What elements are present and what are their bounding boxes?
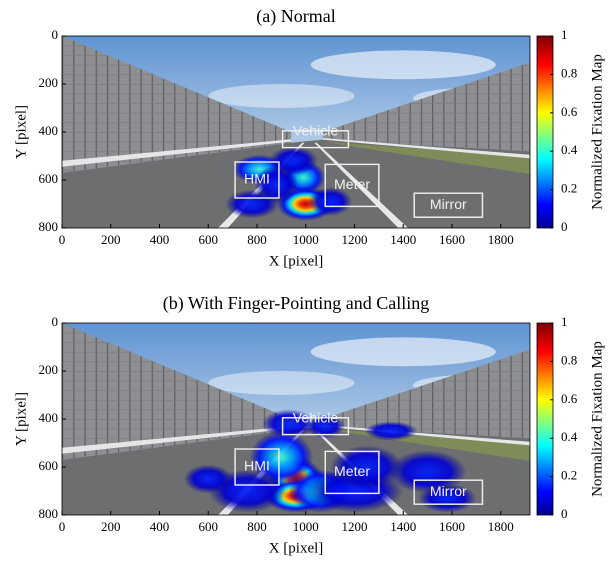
- x-tick-label: 1400: [390, 232, 416, 247]
- region-label: HMI: [244, 458, 270, 474]
- colorbar-tick-label: 0: [561, 506, 568, 521]
- region-label: Vehicle: [293, 410, 339, 426]
- x-tick-label: 1800: [488, 519, 514, 534]
- x-tick-label: 800: [247, 519, 267, 534]
- y-tick-label: 400: [39, 123, 59, 138]
- x-tick-label: 600: [199, 232, 219, 247]
- x-tick-label: 1600: [439, 519, 465, 534]
- x-tick-label: 200: [101, 519, 121, 534]
- colorbar-tick-label: 0: [561, 219, 568, 234]
- x-tick-label: 0: [59, 232, 66, 247]
- region-label: Meter: [334, 176, 370, 192]
- x-tick-label: 1000: [293, 519, 319, 534]
- y-tick-label: 200: [39, 75, 59, 90]
- heatmap-image: Vehicle HMI Meter Mirror: [62, 323, 540, 515]
- colorbar-tick-label: 0.8: [561, 65, 577, 80]
- region-label: Mirror: [430, 196, 467, 212]
- colorbar-tick-label: 0.6: [561, 104, 578, 119]
- x-tick-label: 0: [59, 519, 66, 534]
- figure: (a) Normal Vehicle HMI Meter Mirror 0 200 400 60…: [0, 0, 611, 565]
- x-tick-label: 400: [150, 232, 170, 247]
- region-label: Mirror: [430, 483, 467, 499]
- colorbar: [537, 36, 553, 228]
- x-tick-label: 200: [101, 232, 121, 247]
- colorbar-tick-label: 0.4: [561, 429, 578, 444]
- colorbar-tick-label: 0.2: [561, 181, 577, 196]
- x-tick-label: 600: [199, 519, 219, 534]
- fixation-blob: [364, 421, 418, 440]
- y-tick-label: 200: [39, 362, 59, 377]
- x-axis-label: X [pixel]: [269, 540, 324, 556]
- y-tick-label: 600: [39, 171, 59, 186]
- colorbar-tick-label: 0.2: [561, 468, 577, 483]
- y-tick-label: 600: [39, 458, 59, 473]
- fixation-blob: [269, 146, 318, 175]
- x-tick-label: 1200: [342, 232, 368, 247]
- x-axis-label: X [pixel]: [269, 253, 324, 269]
- colorbar: [537, 323, 553, 515]
- panel-title: (b) With Finger-Pointing and Calling: [163, 293, 430, 314]
- y-tick-label: 0: [52, 314, 59, 329]
- colorbar-label: Normalized Fixation Map: [589, 341, 605, 497]
- region-label: HMI: [244, 171, 270, 187]
- colorbar-label: Normalized Fixation Map: [589, 54, 605, 210]
- panel-title: (a) Normal: [256, 6, 335, 27]
- x-tick-label: 1400: [390, 519, 416, 534]
- x-tick-label: 1800: [488, 232, 514, 247]
- colorbar-tick-label: 0.6: [561, 391, 578, 406]
- x-tick-label: 1000: [293, 232, 319, 247]
- region-label: Vehicle: [293, 123, 339, 139]
- x-tick-label: 400: [150, 519, 170, 534]
- y-tick-label: 0: [52, 27, 59, 42]
- fixation-blob: [184, 465, 233, 494]
- colorbar-tick-label: 1: [561, 314, 568, 329]
- y-axis-label: Y [pixel]: [13, 392, 29, 446]
- y-tick-label: 400: [39, 410, 59, 425]
- colorbar-tick-label: 1: [561, 27, 568, 42]
- y-tick-label: 800: [39, 219, 59, 234]
- region-label: Meter: [334, 463, 370, 479]
- heatmap-image: Vehicle HMI Meter Mirror: [62, 36, 540, 228]
- y-tick-label: 800: [39, 506, 59, 521]
- x-tick-label: 800: [247, 232, 267, 247]
- y-axis-label: Y [pixel]: [13, 105, 29, 159]
- colorbar-tick-label: 0.4: [561, 142, 578, 157]
- colorbar-tick-label: 0.8: [561, 352, 577, 367]
- x-tick-label: 1200: [342, 519, 368, 534]
- x-tick-label: 1600: [439, 232, 465, 247]
